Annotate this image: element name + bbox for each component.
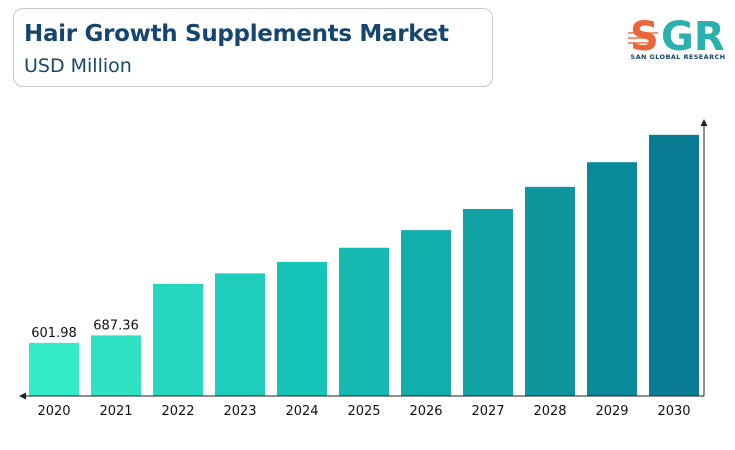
x-tick-label: 2024 [285, 404, 318, 419]
x-axis-arrow-icon [19, 392, 26, 400]
logo-letters-gr: GR [661, 14, 725, 54]
x-tick-label: 2022 [161, 404, 194, 419]
bar [91, 335, 141, 396]
chart-subtitle: USD Million [24, 55, 132, 77]
x-tick-label: 2028 [533, 404, 566, 419]
bar [277, 261, 327, 396]
bar [215, 273, 265, 396]
logo-stripe [628, 32, 658, 34]
bar [587, 162, 637, 396]
bar [401, 230, 451, 396]
sgr-logo-icon: S GR [628, 14, 725, 54]
x-tick-label: 2021 [99, 404, 132, 419]
bar [525, 186, 575, 396]
bar [649, 134, 699, 396]
x-tick-label: 2026 [409, 404, 442, 419]
bar [153, 283, 203, 396]
y-axis-arrow-icon [700, 119, 708, 126]
logo-stripe [628, 42, 650, 44]
data-label: 601.98 [31, 326, 77, 341]
data-label: 687.36 [93, 318, 139, 333]
brand-logo: S GR SAN GLOBAL RESEARCH [628, 10, 728, 66]
bar [29, 342, 79, 396]
bar [463, 208, 513, 396]
x-tick-label: 2023 [223, 404, 256, 419]
x-tick-label: 2025 [347, 404, 380, 419]
x-tick-label: 2027 [471, 404, 504, 419]
logo-stripe [628, 37, 654, 39]
chart-title: Hair Growth Supplements Market [24, 21, 449, 47]
title-box: Hair Growth Supplements Market USD Milli… [13, 8, 493, 87]
bar [339, 247, 389, 396]
x-tick-label: 2030 [657, 404, 690, 419]
logo-letter-s: S [630, 14, 659, 54]
x-tick-label: 2029 [595, 404, 628, 419]
logo-tagline: SAN GLOBAL RESEARCH [630, 53, 726, 61]
x-tick-label: 2020 [37, 404, 70, 419]
